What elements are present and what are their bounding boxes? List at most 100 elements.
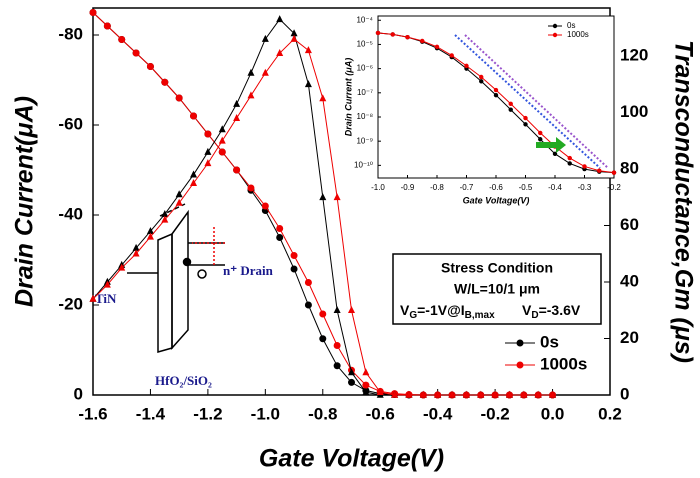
y-tick-label: 10⁻⁴ xyxy=(356,15,373,24)
legend-label: 1000s xyxy=(567,30,589,39)
plot-frame xyxy=(92,7,611,396)
y2-tick-label: 60 xyxy=(620,215,639,234)
marker xyxy=(493,87,499,93)
y-tick-label: 0 xyxy=(74,384,83,403)
marker xyxy=(276,48,284,56)
marker xyxy=(247,184,255,192)
y2-tick-label: 20 xyxy=(620,328,639,347)
marker xyxy=(376,387,384,395)
marker xyxy=(538,137,543,142)
marker xyxy=(491,390,499,398)
marker xyxy=(582,164,587,169)
x-axis-label: Gate Voltage(V) xyxy=(259,445,444,473)
marker xyxy=(567,161,572,166)
x-tick-label: -0.2 xyxy=(607,183,621,192)
marker xyxy=(333,362,341,370)
annotation: W/L=10/1 μm xyxy=(454,281,540,297)
marker xyxy=(161,78,169,86)
marker xyxy=(218,136,226,144)
x-tick-label: -0.6 xyxy=(366,404,395,423)
marker xyxy=(333,193,341,201)
y2-tick-label: 0 xyxy=(620,384,629,403)
oxide-layer xyxy=(157,232,173,353)
x-tick-label: -0.4 xyxy=(423,404,453,423)
marker xyxy=(479,79,484,84)
electron xyxy=(182,257,192,267)
marker xyxy=(290,252,298,259)
annotation-part: D xyxy=(531,310,538,321)
marker xyxy=(290,29,298,37)
marker xyxy=(523,122,528,127)
marker xyxy=(175,198,183,206)
marker xyxy=(161,210,169,218)
legend-label: 0s xyxy=(540,332,559,351)
marker xyxy=(190,178,198,186)
annotation-part: B,max xyxy=(465,310,495,321)
marker xyxy=(276,234,284,241)
marker xyxy=(118,263,126,271)
marker xyxy=(218,125,226,133)
plot: -1.6 -1.4 -1.2 -1.0 -0.8 -0.6 -0.4 -0.2 0.0 0.20-… xyxy=(11,7,697,473)
y-tick-label: -60 xyxy=(58,114,83,133)
legend-label: 1000s xyxy=(540,354,587,373)
marker xyxy=(434,390,442,398)
marker xyxy=(405,390,413,398)
marker xyxy=(233,99,241,107)
oxide-layer xyxy=(171,209,189,350)
marker xyxy=(420,38,425,44)
marker xyxy=(448,390,456,398)
marker xyxy=(261,68,269,76)
marker xyxy=(520,390,528,398)
shift-arrow xyxy=(536,137,566,153)
y-axis-label: Drain Current (μA) xyxy=(343,58,353,136)
marker xyxy=(146,63,154,70)
stress-box: Stress Condition W/L=10/1 μm VG=-1V@IB,m… xyxy=(392,253,602,325)
marker xyxy=(261,34,269,42)
x-tick-label: -1.0 xyxy=(371,183,385,192)
marker xyxy=(233,113,241,121)
y-tick-label: -80 xyxy=(58,24,83,43)
marker xyxy=(146,226,154,234)
marker xyxy=(290,265,298,273)
x-tick-label: -1.0 xyxy=(251,404,280,423)
guide-line xyxy=(464,34,609,169)
y-tick-label: -40 xyxy=(58,204,83,223)
annotation: VG=-1V@IB,max xyxy=(400,302,495,321)
marker xyxy=(247,91,255,99)
marker xyxy=(290,34,298,42)
marker xyxy=(132,49,140,57)
y-tick-label: 10⁻⁶ xyxy=(357,64,373,73)
legend-marker xyxy=(516,339,524,347)
marker xyxy=(405,34,410,40)
marker xyxy=(375,30,381,36)
marker xyxy=(611,170,617,175)
x-tick-label: -0.7 xyxy=(460,183,474,192)
marker xyxy=(567,155,572,161)
marker xyxy=(534,390,542,398)
marker xyxy=(362,368,370,376)
x-tick-label: -1.6 xyxy=(78,404,107,423)
annotation: TiN xyxy=(95,291,117,306)
annotation: VD=-3.6V xyxy=(522,302,581,321)
plot: -1.0 -0.9 -0.8 -0.7 -0.6 -0.5 -0.4 -0.3 -0.2 10⁻¹… xyxy=(343,15,621,205)
legend-marker xyxy=(516,361,524,369)
y2-tick-label: 40 xyxy=(620,271,639,290)
marker xyxy=(505,390,513,398)
x-tick-label: -0.8 xyxy=(430,183,444,192)
marker xyxy=(261,202,269,210)
marker xyxy=(175,190,183,198)
marker xyxy=(190,170,198,178)
marker xyxy=(464,63,469,69)
marker xyxy=(304,279,312,286)
x-tick-label: -1.2 xyxy=(193,404,222,423)
marker xyxy=(175,94,183,102)
y2-tick-label: 80 xyxy=(620,158,639,177)
x-tick-label: -1.4 xyxy=(136,404,166,423)
marker xyxy=(462,390,470,398)
legend-marker xyxy=(552,32,558,38)
marker xyxy=(276,225,284,232)
y-tick-label: 10⁻⁸ xyxy=(357,112,374,121)
marker xyxy=(319,94,327,102)
marker xyxy=(508,107,513,112)
